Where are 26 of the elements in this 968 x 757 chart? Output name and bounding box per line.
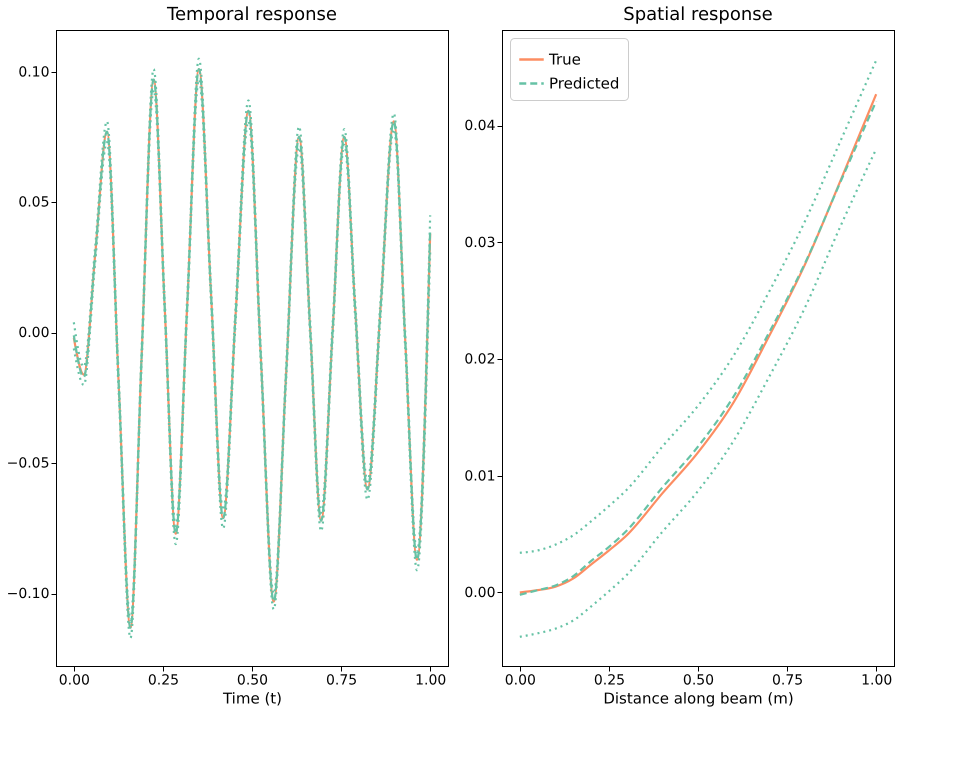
x-tick-label: 0.50	[236, 672, 268, 688]
x-tick-label: 1.00	[415, 672, 446, 688]
x-axis-title: Distance along beam (m)	[603, 690, 794, 708]
y-tick-label: 0.05	[18, 194, 50, 211]
y-tick-label: 0.04	[464, 118, 496, 134]
y-tick-label: 0.10	[18, 64, 50, 80]
y-tick-label: 0.02	[464, 352, 496, 368]
x-tick-label: 0.00	[504, 672, 536, 688]
x-tick-label: 1.00	[861, 672, 892, 688]
y-tick-label: −0.05	[6, 456, 50, 472]
chart-title: Spatial response	[623, 4, 773, 25]
y-tick-label: 0.00	[18, 325, 50, 342]
y-tick-label: −0.10	[6, 586, 50, 602]
x-tick-label: 0.75	[326, 672, 358, 688]
legend-label: Predicted	[549, 74, 620, 92]
x-tick-label: 0.00	[58, 672, 90, 688]
y-tick-label: 0.03	[464, 234, 496, 251]
x-tick-label: 0.25	[594, 672, 625, 688]
x-tick-label: 0.75	[772, 672, 804, 688]
legend-label: True	[548, 50, 581, 68]
x-axis-title: Time (t)	[222, 690, 282, 708]
x-tick-label: 0.25	[148, 672, 179, 688]
y-tick-label: 0.00	[464, 584, 496, 601]
x-tick-label: 0.50	[682, 672, 714, 688]
y-tick-label: 0.01	[464, 468, 496, 484]
chart-title: Temporal response	[166, 4, 337, 25]
